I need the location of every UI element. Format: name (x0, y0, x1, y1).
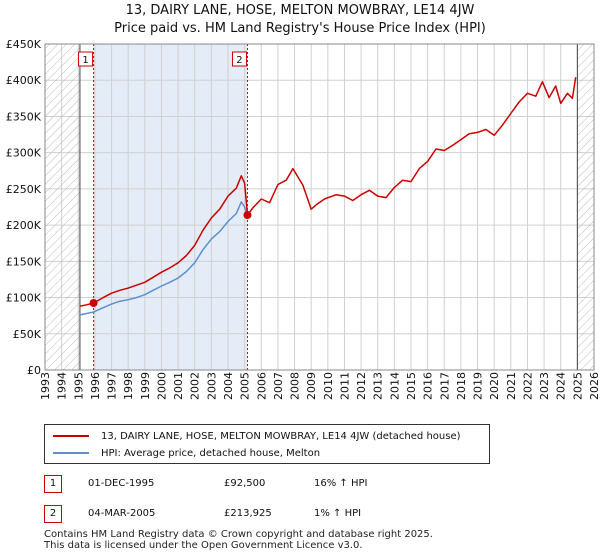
x-tick-label: 2017 (438, 372, 451, 400)
x-tick-label: 2007 (272, 372, 285, 400)
y-tick-label: £150K (6, 255, 42, 268)
hatched-region (577, 44, 594, 370)
x-tick-label: 2023 (538, 372, 551, 400)
footer-line-1: Contains HM Land Registry data © Crown c… (44, 529, 433, 540)
x-tick-label: 2009 (305, 372, 318, 400)
price-chart: 1 2 £0 £50K £100K £150K £200K £250K £300K £350K £4… (6, 38, 600, 400)
x-tick-label: 2025 (571, 372, 584, 400)
y-tick-label: £50K (13, 328, 42, 341)
x-tick-label: 2022 (521, 372, 534, 400)
x-tick-label: 2003 (205, 372, 218, 400)
x-tick-label: 1994 (56, 372, 69, 400)
x-tick-label: 2020 (488, 372, 501, 400)
x-tick-label: 2015 (405, 372, 418, 400)
transaction-marker: 2 (44, 505, 62, 523)
hatched-region (45, 44, 80, 370)
x-tick-label: 2004 (222, 372, 235, 400)
x-tick-label: 2012 (355, 372, 368, 400)
x-tick-label: 2010 (322, 372, 335, 400)
x-tick-label: 1993 (39, 372, 52, 400)
y-tick-label: £100K (6, 292, 42, 305)
x-tick-label: 1997 (106, 372, 119, 400)
transaction-date: 01-DEC-1995 (88, 478, 155, 489)
chart-subtitle: Price paid vs. HM Land Registry's House … (114, 21, 486, 36)
y-tick-label: £250K (6, 183, 42, 196)
legend-label-property: 13, DAIRY LANE, HOSE, MELTON MOWBRAY, LE… (101, 430, 461, 442)
sale-point (89, 298, 98, 307)
footer-line-2: This data is licensed under the Open Gov… (44, 540, 363, 551)
y-tick-label: £400K (6, 74, 42, 87)
x-tick-label: 2013 (372, 372, 385, 400)
y-tick-label: £200K (6, 219, 42, 232)
x-tick-label: 2021 (505, 372, 518, 400)
x-tick-label: 1995 (72, 372, 85, 400)
x-tick-label: 2011 (338, 372, 351, 400)
sale-point (243, 211, 252, 220)
x-tick-label: 2026 (588, 372, 600, 400)
y-tick-label: £0 (27, 364, 41, 377)
legend-swatch-property (53, 435, 89, 437)
series-line-property (79, 77, 577, 307)
sale-label-box (231, 51, 247, 67)
x-tick-label: 1999 (139, 372, 152, 400)
y-tick-label: £350K (6, 110, 42, 123)
x-tick-label: 2024 (555, 372, 568, 400)
transaction-hpi: 1% ↑ HPI (314, 508, 362, 519)
x-tick-label: 1996 (89, 372, 102, 400)
legend-swatch-hpi (53, 452, 89, 454)
ownership-shaded-region (93, 44, 248, 370)
series-line-hpi (79, 201, 249, 316)
x-tick-label: 1998 (122, 372, 135, 400)
transaction-date: 04-MAR-2005 (88, 508, 156, 519)
x-tick-label: 2000 (155, 372, 168, 400)
sale-label: 2 (236, 55, 242, 66)
transaction-price: £92,500 (224, 478, 266, 489)
y-tick-label: £300K (6, 147, 42, 160)
x-tick-label: 2014 (388, 372, 401, 400)
x-tick-label: 2019 (472, 372, 485, 400)
footer-attribution: Contains HM Land Registry data © Crown c… (44, 529, 433, 551)
y-tick-label: £450K (6, 38, 42, 51)
transaction-hpi: 16% ↑ HPI (314, 478, 368, 489)
sale-label-box (78, 51, 94, 67)
legend-entry-hpi: HPI: Average price, detached house, Melt… (53, 445, 320, 461)
transaction-price: £213,925 (224, 508, 272, 519)
plot-frame (44, 43, 595, 371)
x-tick-label: 2002 (189, 372, 202, 400)
chart-title: 13, DAIRY LANE, HOSE, MELTON MOWBRAY, LE… (125, 3, 475, 18)
x-tick-label: 2016 (422, 372, 435, 400)
chart-legend: 13, DAIRY LANE, HOSE, MELTON MOWBRAY, LE… (44, 424, 490, 464)
x-tick-label: 2001 (172, 372, 185, 400)
legend-label-hpi: HPI: Average price, detached house, Melt… (101, 447, 321, 459)
sale-label: 1 (82, 55, 88, 66)
x-tick-label: 2008 (289, 372, 302, 400)
transaction-marker: 1 (44, 475, 62, 493)
x-tick-label: 2005 (239, 372, 252, 400)
x-tick-label: 2006 (255, 372, 268, 400)
legend-entry-property: 13, DAIRY LANE, HOSE, MELTON MOWBRAY, LE… (53, 428, 461, 444)
x-tick-label: 2018 (455, 372, 468, 400)
